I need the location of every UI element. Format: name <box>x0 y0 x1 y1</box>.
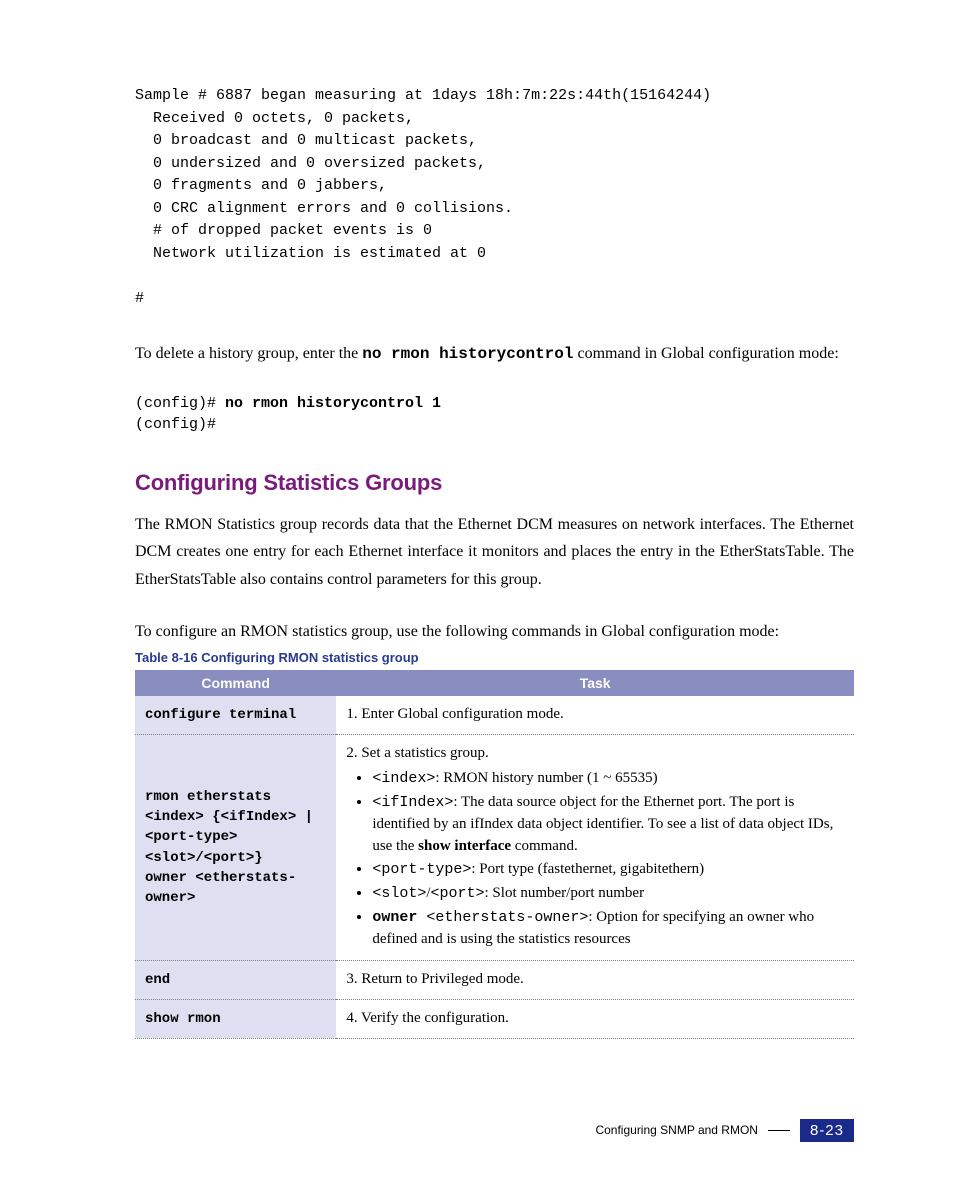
prompt: (config)# <box>135 414 854 435</box>
inline-command: no rmon historycontrol <box>362 345 573 363</box>
task-lead: 2. Set a statistics group. <box>346 743 844 765</box>
list-item: <index>: RMON history number (1 ~ 65535) <box>372 768 844 790</box>
command-cell: end <box>135 961 336 1000</box>
command-table: Command Task configure terminal 1. Enter … <box>135 670 854 1039</box>
table-header-command: Command <box>135 670 336 696</box>
table-row: configure terminal 1. Enter Global config… <box>135 696 854 734</box>
caption-title: Configuring RMON statistics group <box>201 650 418 665</box>
task-cell: 2. Set a statistics group. <index>: RMON … <box>336 734 854 961</box>
paragraph-delete-history: To delete a history group, enter the no … <box>135 340 854 368</box>
task-lead: 3. Return to Privileged mode. <box>346 969 844 991</box>
list-item: <port-type>: Port type (fastethernet, gi… <box>372 859 844 881</box>
list-item: owner <etherstats-owner>: Option for spe… <box>372 907 844 951</box>
task-cell: 4. Verify the configuration. <box>336 1000 854 1039</box>
task-cell: 1. Enter Global configuration mode. <box>336 696 854 734</box>
footer-label: Configuring SNMP and RMON <box>595 1123 758 1137</box>
task-lead: 4. Verify the configuration. <box>346 1008 844 1030</box>
command-cell: configure terminal <box>135 696 336 734</box>
command-text: no rmon historycontrol 1 <box>225 395 441 412</box>
command-cell: rmon etherstats<index> {<ifIndex> |<port… <box>135 734 336 961</box>
paragraph-configure-intro: To configure an RMON statistics group, u… <box>135 618 854 645</box>
text: command in Global configuration mode: <box>573 345 838 362</box>
table-body: configure terminal 1. Enter Global config… <box>135 696 854 1039</box>
page-number-badge: 8-23 <box>800 1119 854 1142</box>
bullet-list: <index>: RMON history number (1 ~ 65535)… <box>346 768 844 950</box>
list-item: <slot>/<port>: Slot number/port number <box>372 883 844 905</box>
footer-dash <box>768 1130 790 1131</box>
caption-prefix: Table 8-16 <box>135 650 201 665</box>
table-row: rmon etherstats<index> {<ifIndex> |<port… <box>135 734 854 961</box>
command-cell: show rmon <box>135 1000 336 1039</box>
page-footer: Configuring SNMP and RMON 8-23 <box>135 1119 854 1142</box>
prompt: (config)# <box>135 395 225 412</box>
paragraph-stats-group: The RMON Statistics group records data t… <box>135 511 854 593</box>
section-heading: Configuring Statistics Groups <box>135 470 854 496</box>
table-caption: Table 8-16 Configuring RMON statistics g… <box>135 650 854 665</box>
text: To delete a history group, enter the <box>135 345 362 362</box>
task-cell: 3. Return to Privileged mode. <box>336 961 854 1000</box>
list-item: <ifIndex>: The data source object for th… <box>372 792 844 857</box>
command-block: (config)# no rmon historycontrol 1 (conf… <box>135 393 854 435</box>
code-sample: Sample # 6887 began measuring at 1days 1… <box>135 85 854 310</box>
table-row: show rmon 4. Verify the configuration. <box>135 1000 854 1039</box>
table-header-task: Task <box>336 670 854 696</box>
table-row: end 3. Return to Privileged mode. <box>135 961 854 1000</box>
task-lead: 1. Enter Global configuration mode. <box>346 704 844 726</box>
